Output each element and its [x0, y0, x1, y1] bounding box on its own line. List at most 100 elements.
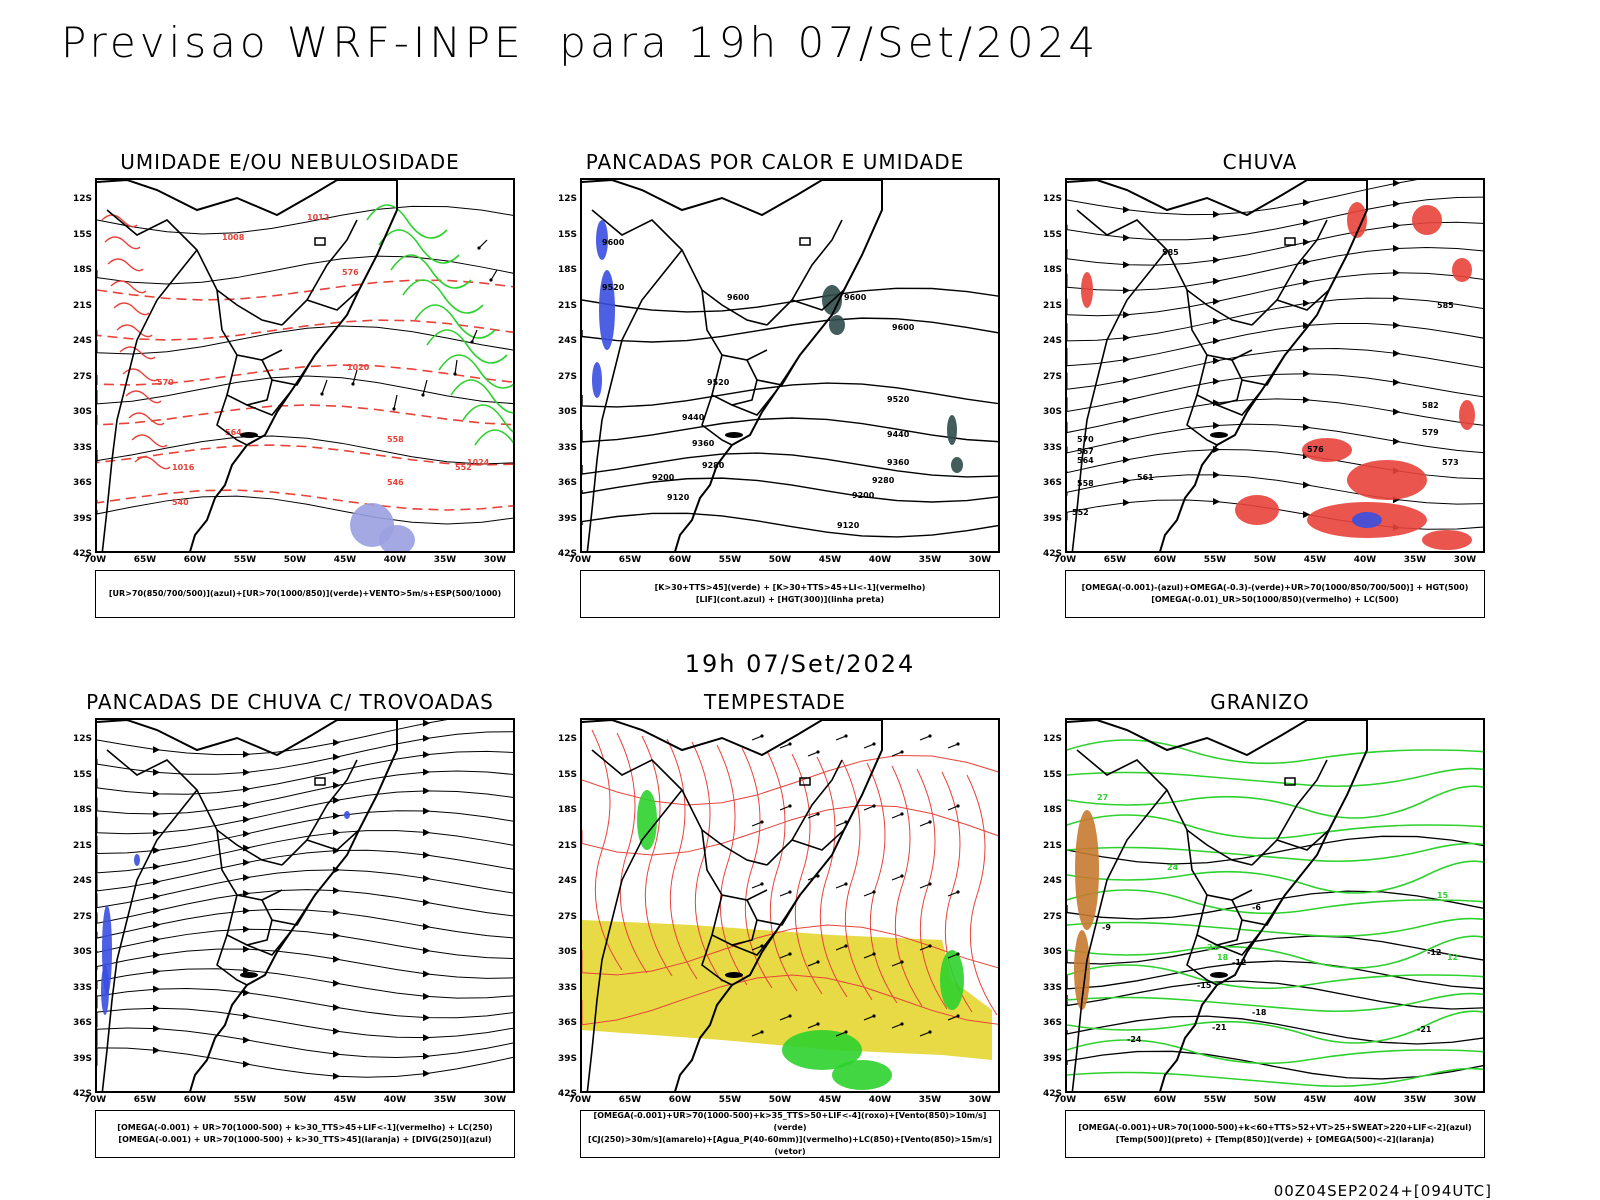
lon-tick-label: 70W: [83, 1095, 107, 1105]
contour-label: 9360: [887, 458, 910, 467]
lat-tick-label: 30S: [557, 947, 577, 957]
contour-line: [97, 435, 513, 465]
panel-legend: [OMEGA(-0.001) + UR>70(1000-500) + k>30_…: [95, 1110, 515, 1158]
border-line: [216, 394, 248, 446]
precip-area: [379, 525, 415, 551]
lon-tick-label: 65W: [133, 555, 157, 565]
panel-legend: [OMEGA(-0.001)+UR>70(1000-500)+k>35_TTS>…: [580, 1110, 1000, 1158]
border-line: [1196, 354, 1243, 406]
humidity-contour: [116, 324, 153, 338]
streamline-arrow: [1302, 278, 1311, 286]
legend-line: [K>30+TTS>45](verde) + [K>30+TTS>45+LI<-…: [654, 583, 926, 592]
lagoon: [725, 972, 743, 978]
streamline-arrow: [332, 909, 341, 917]
border-line: [1186, 394, 1218, 446]
lat-tick-label: 18S: [1042, 805, 1062, 815]
streamline-arrow: [422, 751, 431, 759]
streamline: [97, 968, 513, 999]
lat-tick-label: 24S: [557, 336, 577, 346]
lon-tick-label: 30W: [968, 1095, 992, 1105]
border-line: [1216, 389, 1263, 416]
streamline: [1067, 246, 1483, 291]
lon-tick-label: 35W: [433, 1095, 457, 1105]
omega-area: [1352, 512, 1382, 528]
wind-vector: [478, 239, 488, 249]
wind-vector: [863, 891, 875, 897]
contour-label: 552: [1072, 508, 1089, 517]
contour-line: [97, 205, 513, 235]
contour-label: 24: [1167, 863, 1179, 872]
temp-850-contour: [1067, 964, 1483, 990]
humidity-contour: [378, 229, 460, 264]
lat-tick-label: 39S: [72, 513, 92, 524]
contour-label: 540: [172, 498, 189, 507]
wind-vector-head: [872, 890, 876, 894]
border-line: [591, 209, 768, 326]
streamline-arrow: [242, 785, 251, 793]
streamline-arrow: [152, 921, 161, 929]
humidity-contour: [426, 329, 508, 364]
lat-tick-label: 30S: [1042, 947, 1062, 957]
lon-tick-label: 50W: [283, 555, 307, 565]
streamline-arrow: [422, 720, 431, 727]
streamline-arrow: [152, 863, 161, 871]
panel-umidade: UMIDADE E/OU NEBULOSIDADE 12S 15S 18S 21S 24S…: [60, 150, 520, 630]
contour-label: 27: [1097, 793, 1108, 802]
omega-500-area: [1075, 810, 1099, 930]
temp-850-contour: [1067, 860, 1483, 894]
lat-tick-label: 18S: [72, 265, 92, 275]
contour-label: -12: [1232, 958, 1246, 967]
contour-label: 9200: [852, 491, 875, 500]
border-line: [1076, 209, 1253, 326]
lif-contour: [599, 270, 615, 350]
legend-line: [OMEGA(-0.001)+UR>70(1000-500)+k>35_TTS>…: [593, 1111, 987, 1132]
lat-tick-label: 12S: [72, 194, 92, 204]
contour-label: 564: [225, 428, 242, 437]
panel-granizo: GRANIZO 12S 15S 18S 21S 24S 27S 30S 33S 36S 39S 42S…: [1030, 690, 1490, 1170]
contour-label: -6: [1252, 903, 1261, 912]
wind-vector: [891, 1023, 903, 1029]
contour-label: 9600: [727, 293, 750, 302]
contour-label: 9440: [887, 430, 910, 439]
lat-tick-label: 36S: [1042, 1018, 1062, 1028]
wind-vector-head: [928, 1030, 932, 1034]
streamline: [841, 759, 873, 1001]
contour-label: 564: [1077, 456, 1094, 465]
streamline-arrow: [1392, 321, 1401, 329]
lon-tick-label: 70W: [568, 555, 592, 565]
contour-label: 567: [1077, 447, 1094, 456]
lon-tick-label: 60W: [668, 555, 692, 565]
contour-label: -12: [1427, 948, 1441, 957]
map-frame: 1008 1012 1016 1020 1024 576 570 564 558 552 546 54…: [95, 178, 515, 553]
rain-area: [1302, 438, 1352, 462]
wind-vector-head: [788, 804, 792, 808]
legend-line: [CJ(250)>30m/s](amarelo)+[Agua_P(40-60mm…: [588, 1135, 992, 1156]
streamline-arrow: [1302, 370, 1311, 378]
streamline-arrow: [1392, 245, 1401, 252]
legend-line: [LIF](cont.azul) + [HGT(300)](linha pret…: [695, 595, 885, 604]
streamline-arrow: [1392, 200, 1401, 208]
contour-label: 1024: [467, 458, 490, 467]
lif-contour: [592, 362, 602, 398]
contour-line: [1067, 935, 1483, 965]
wind-vector: [947, 891, 959, 897]
wind-vector: [891, 875, 903, 881]
streamline: [1067, 196, 1483, 241]
humidity-contour: [113, 302, 150, 316]
streamline-arrow: [332, 1072, 341, 1080]
map-frame: [95, 718, 515, 1093]
wind-vector-head: [900, 1022, 904, 1026]
contour-line: [97, 444, 513, 466]
wind-vector-head: [872, 952, 876, 956]
streamline-arrow: [242, 1012, 251, 1020]
lat-tick-label: 18S: [1042, 265, 1062, 275]
streamline: [741, 747, 773, 989]
temp-850-contour: [1067, 842, 1483, 863]
streamline: [591, 729, 623, 971]
wind-vector: [751, 821, 763, 827]
wind-vector-head: [900, 960, 904, 964]
contour-label: -21: [1417, 1025, 1432, 1034]
streamline: [966, 774, 998, 1016]
divergence-area: [344, 811, 350, 819]
lon-tick-label: 65W: [133, 1095, 157, 1105]
